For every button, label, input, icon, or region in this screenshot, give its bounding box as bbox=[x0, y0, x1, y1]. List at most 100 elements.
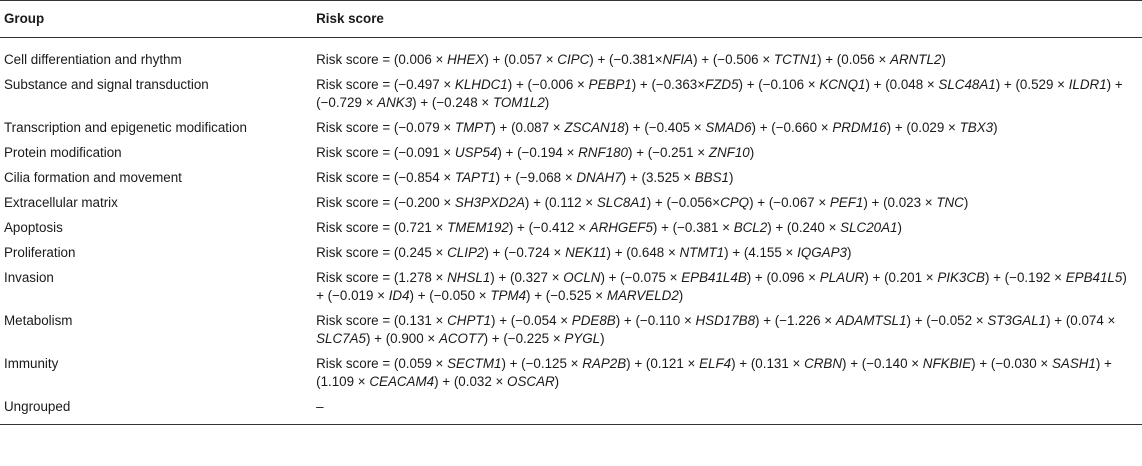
formula-text: ) + (0.096 × bbox=[746, 270, 820, 285]
gene-symbol: NFKBIE bbox=[922, 356, 972, 371]
formula-text: Risk score = (−0.854 × bbox=[316, 170, 455, 185]
gene-symbol: SLC8A1 bbox=[596, 195, 647, 210]
formula-text: ) + (−0.248 × bbox=[412, 95, 493, 110]
risk-score-formula-cell: Risk score = (0.721 × TMEM192) + (−0.412… bbox=[312, 216, 1142, 241]
gene-symbol: SLC7A5 bbox=[316, 331, 366, 346]
formula-text: ) + (−0.110 × bbox=[615, 313, 696, 328]
formula-text: ) bbox=[941, 52, 946, 67]
formula-text: ) + (−0.056× bbox=[646, 195, 721, 210]
group-cell: Protein modification bbox=[4, 145, 122, 160]
formula-text: ) + (0.131 × bbox=[731, 356, 805, 371]
formula-text: Risk score = (0.131 × bbox=[316, 313, 448, 328]
gene-symbol: HSD17B8 bbox=[695, 313, 756, 328]
gene-symbol: RNF180 bbox=[578, 145, 629, 160]
formula-text: ) bbox=[963, 195, 969, 210]
group-cell: Invasion bbox=[4, 270, 54, 285]
formula-text: Risk score = (0.245 × bbox=[316, 245, 448, 260]
table-row: Immunity Risk score = (0.059 × SECTM1) + … bbox=[0, 352, 1142, 395]
gene-symbol: ILDR1 bbox=[1068, 77, 1107, 92]
formula-text: ) bbox=[993, 120, 998, 135]
gene-symbol: PRDM16 bbox=[832, 120, 887, 135]
gene-symbol: ARNTL2 bbox=[890, 52, 942, 67]
formula-text: ) + (0.087 × bbox=[491, 120, 565, 135]
risk-score-table-container: Group Risk score Cell differentiation an… bbox=[0, 0, 1142, 425]
formula-text: ) + (−0.030 × bbox=[971, 356, 1052, 371]
gene-symbol: HHEX bbox=[447, 52, 485, 67]
gene-symbol: CPQ bbox=[720, 195, 750, 210]
gene-symbol: ID4 bbox=[388, 288, 410, 303]
formula-text: ) + (1.109 × bbox=[316, 356, 1112, 389]
table-row: Ungrouped – bbox=[0, 394, 1142, 425]
formula-text: ) + (0.029 × bbox=[886, 120, 960, 135]
formula-text: ) + (−0.050 × bbox=[409, 288, 491, 303]
table-row: Invasion Risk score = (1.278 × NHSL1) + (… bbox=[0, 266, 1142, 309]
formula-text: ) + (−0.054 × bbox=[491, 313, 572, 328]
gene-symbol: NHSL1 bbox=[447, 270, 491, 285]
formula-text: ) + (−0.225 × bbox=[483, 331, 565, 346]
group-cell: Apoptosis bbox=[4, 220, 63, 235]
formula-text: Risk score = (−0.091 × bbox=[316, 145, 455, 160]
formula-text: ) + (−0.412 × bbox=[508, 220, 590, 235]
formula-text: ) + (0.057 × bbox=[484, 52, 558, 67]
formula-text: ) + (−0.194 × bbox=[497, 145, 579, 160]
formula-text: ) + (−0.019 × bbox=[316, 270, 1127, 303]
table-row: Cell differentiation and rhythm Risk scor… bbox=[0, 38, 1142, 73]
formula-text: ) + (0.032 × bbox=[434, 374, 508, 389]
formula-text: – bbox=[316, 399, 324, 414]
risk-score-formula-cell: – bbox=[312, 394, 1142, 425]
formula-text: ) + (−0.006 × bbox=[507, 77, 589, 92]
gene-symbol: RAP2B bbox=[582, 356, 627, 371]
formula-text: ) + (−0.125 × bbox=[501, 356, 583, 371]
group-cell: Cell differentiation and rhythm bbox=[4, 52, 182, 67]
gene-symbol: BBS1 bbox=[694, 170, 729, 185]
group-cell: Ungrouped bbox=[0, 394, 313, 425]
gene-symbol: PIK3CB bbox=[937, 270, 985, 285]
risk-score-formula-cell: Risk score = (0.006 × HHEX) + (0.057 × C… bbox=[312, 38, 1142, 73]
group-cell: Metabolism bbox=[4, 313, 73, 328]
group-cell: Substance and signal transduction bbox=[4, 77, 209, 92]
table-row: Proliferation Risk score = (0.245 × CLIP2… bbox=[0, 241, 1142, 266]
formula-text: ) + (−1.226 × bbox=[755, 313, 836, 328]
risk-score-formula-cell: Risk score = (−0.497 × KLHDC1) + (−0.006… bbox=[312, 73, 1142, 116]
gene-symbol: TAPT1 bbox=[454, 170, 496, 185]
gene-symbol: TBX3 bbox=[959, 120, 994, 135]
risk-score-formula-cell: Risk score = (−0.091 × USP54) + (−0.194 … bbox=[312, 141, 1142, 166]
group-cell: Proliferation bbox=[4, 245, 76, 260]
gene-symbol: IQGAP3 bbox=[797, 245, 847, 260]
gene-symbol: ANK3 bbox=[377, 95, 413, 110]
gene-symbol: ST3GAL1 bbox=[987, 313, 1047, 328]
table-row: Apoptosis Risk score = (0.721 × TMEM192) … bbox=[0, 216, 1142, 241]
gene-symbol: NTMT1 bbox=[679, 245, 725, 260]
formula-text: ) + (−0.251 × bbox=[628, 145, 709, 160]
table-row: Cilia formation and movement Risk score =… bbox=[0, 166, 1142, 191]
formula-text: ) + (3.525 × bbox=[621, 170, 695, 185]
gene-symbol: OCLN bbox=[563, 270, 601, 285]
formula-text: ) + (−0.052 × bbox=[906, 313, 988, 328]
gene-symbol: PEF1 bbox=[829, 195, 864, 210]
formula-text: Risk score = (1.278 × bbox=[316, 270, 448, 285]
gene-symbol: BCL2 bbox=[733, 220, 768, 235]
gene-symbol: PDE8B bbox=[571, 313, 616, 328]
gene-symbol: SLC48A1 bbox=[938, 77, 996, 92]
formula-text: ) + (−0.405 × bbox=[624, 120, 706, 135]
gene-symbol: CRBN bbox=[804, 356, 843, 371]
gene-symbol: PLAUR bbox=[819, 270, 865, 285]
gene-symbol: USP54 bbox=[454, 145, 498, 160]
formula-text: Risk score = (−0.200 × bbox=[316, 195, 455, 210]
formula-text: ) + (0.023 × bbox=[863, 195, 937, 210]
risk-score-formula-cell: Risk score = (0.245 × CLIP2) + (−0.724 ×… bbox=[312, 241, 1142, 266]
group-cell: Cilia formation and movement bbox=[4, 170, 182, 185]
gene-symbol: ARHGEF5 bbox=[589, 220, 653, 235]
gene-symbol: MARVELD2 bbox=[606, 288, 679, 303]
gene-symbol: EPB41L5 bbox=[1065, 270, 1123, 285]
gene-symbol: ADAMTSL1 bbox=[835, 313, 907, 328]
gene-symbol: SASH1 bbox=[1051, 356, 1096, 371]
formula-text: ) + (−9.068 × bbox=[495, 170, 577, 185]
table-row: Transcription and epigenetic modificatio… bbox=[0, 116, 1142, 141]
group-cell: Transcription and epigenetic modificatio… bbox=[4, 120, 247, 135]
gene-symbol: PEBP1 bbox=[588, 77, 632, 92]
formula-text: ) bbox=[749, 145, 755, 160]
formula-text: Risk score = (−0.079 × bbox=[316, 120, 455, 135]
group-cell: Extracellular matrix bbox=[4, 195, 118, 210]
formula-text: ) + (0.327 × bbox=[490, 270, 564, 285]
